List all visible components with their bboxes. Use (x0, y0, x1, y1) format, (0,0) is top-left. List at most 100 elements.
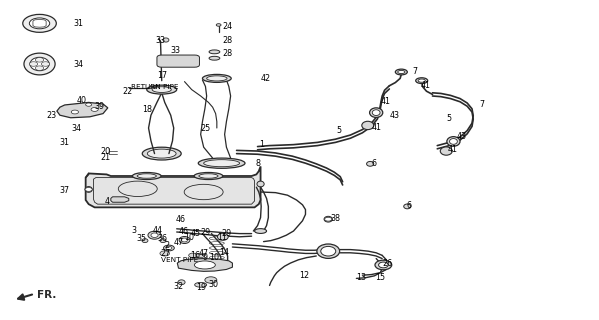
Text: 29: 29 (201, 228, 211, 237)
Ellipse shape (209, 56, 220, 60)
Circle shape (189, 253, 197, 258)
Text: 41: 41 (420, 81, 431, 90)
Circle shape (41, 62, 50, 66)
Circle shape (29, 62, 38, 66)
Text: 22: 22 (123, 87, 133, 96)
Ellipse shape (255, 228, 267, 234)
Ellipse shape (449, 139, 458, 144)
Text: 47: 47 (174, 238, 184, 247)
Text: 40: 40 (77, 96, 87, 105)
Text: 5: 5 (446, 114, 452, 123)
Polygon shape (33, 20, 46, 27)
Ellipse shape (132, 172, 161, 180)
Ellipse shape (367, 162, 374, 166)
Text: 31: 31 (73, 19, 83, 28)
Ellipse shape (216, 24, 221, 26)
Text: 20: 20 (101, 147, 111, 156)
Text: 41: 41 (371, 123, 382, 132)
Text: 5: 5 (337, 126, 342, 135)
Text: 14: 14 (219, 248, 229, 257)
Text: 28: 28 (223, 36, 233, 45)
Text: 33: 33 (171, 46, 181, 55)
Text: 8: 8 (256, 159, 261, 168)
Text: 1: 1 (259, 140, 264, 149)
Text: 46: 46 (179, 227, 189, 236)
Text: 2: 2 (165, 241, 170, 250)
Text: 26: 26 (382, 259, 392, 268)
Circle shape (35, 66, 44, 70)
Text: 4: 4 (105, 197, 110, 206)
Circle shape (196, 253, 205, 258)
Ellipse shape (152, 87, 171, 92)
Ellipse shape (194, 261, 216, 269)
Text: 42: 42 (261, 74, 271, 83)
Ellipse shape (195, 283, 207, 287)
Text: RETURN PIPE: RETURN PIPE (131, 84, 178, 90)
Ellipse shape (370, 108, 383, 117)
Text: 11: 11 (217, 233, 227, 242)
Polygon shape (86, 166, 261, 207)
Text: 19: 19 (196, 284, 207, 292)
Polygon shape (177, 259, 232, 271)
Ellipse shape (151, 233, 158, 237)
Ellipse shape (179, 236, 190, 244)
Text: 33: 33 (156, 36, 166, 45)
Ellipse shape (147, 85, 177, 94)
Ellipse shape (194, 172, 223, 180)
FancyBboxPatch shape (157, 55, 199, 67)
Text: 41: 41 (380, 97, 391, 106)
Ellipse shape (160, 239, 166, 243)
Ellipse shape (404, 204, 411, 209)
Ellipse shape (395, 69, 407, 75)
Ellipse shape (202, 75, 231, 83)
Text: 31: 31 (60, 138, 70, 147)
Text: 18: 18 (143, 105, 153, 114)
Text: 27: 27 (161, 249, 171, 258)
Ellipse shape (147, 149, 176, 158)
Ellipse shape (209, 50, 220, 54)
Text: 24: 24 (223, 22, 233, 31)
Polygon shape (111, 197, 129, 202)
Ellipse shape (375, 260, 392, 270)
Ellipse shape (166, 246, 172, 250)
Circle shape (205, 277, 217, 283)
Text: 45: 45 (190, 229, 201, 238)
Ellipse shape (362, 121, 374, 130)
Ellipse shape (181, 238, 187, 242)
Text: 10: 10 (184, 233, 195, 242)
Ellipse shape (207, 76, 227, 81)
Polygon shape (57, 102, 108, 118)
Ellipse shape (85, 187, 92, 192)
Text: FR.: FR. (37, 290, 56, 300)
Text: 7: 7 (412, 67, 418, 76)
Circle shape (35, 58, 44, 62)
Circle shape (86, 103, 92, 106)
Text: 13: 13 (356, 273, 366, 282)
Ellipse shape (317, 244, 340, 259)
Text: 43: 43 (456, 132, 467, 141)
Text: 25: 25 (201, 124, 211, 132)
Ellipse shape (143, 147, 181, 160)
Text: 3: 3 (132, 226, 137, 235)
Text: 12: 12 (300, 271, 310, 280)
Text: 43: 43 (389, 111, 400, 120)
Text: 37: 37 (60, 186, 70, 195)
Text: 6: 6 (371, 159, 376, 168)
Ellipse shape (148, 231, 161, 239)
Ellipse shape (198, 158, 245, 168)
Ellipse shape (373, 110, 380, 116)
Text: 15: 15 (375, 273, 385, 282)
Circle shape (91, 108, 98, 111)
Circle shape (29, 18, 50, 29)
Ellipse shape (257, 181, 264, 187)
Ellipse shape (30, 57, 49, 71)
Ellipse shape (142, 239, 148, 243)
Text: 46: 46 (176, 215, 186, 224)
Ellipse shape (178, 280, 185, 285)
Ellipse shape (204, 160, 240, 167)
Text: VENT PIPE: VENT PIPE (161, 257, 198, 263)
Text: 47: 47 (199, 249, 209, 258)
Ellipse shape (163, 38, 169, 42)
Text: 17: 17 (157, 71, 167, 80)
Ellipse shape (24, 53, 55, 75)
